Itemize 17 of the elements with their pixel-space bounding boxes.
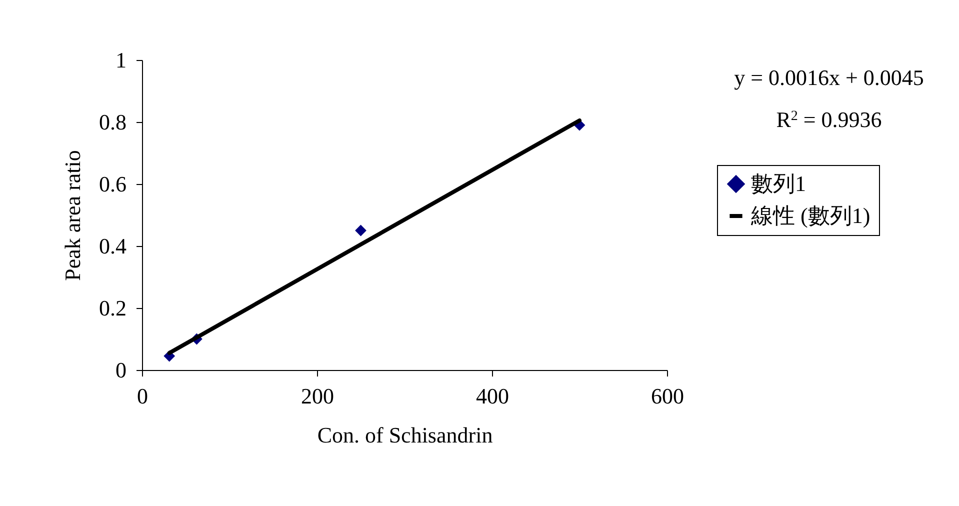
text: R$^{2}$ = 0.9936 [776, 107, 882, 132]
y-tick-label: 0.6 [99, 172, 126, 196]
y-tick-label: 0 [116, 358, 126, 382]
point [355, 224, 366, 236]
y-tick-label: 0.8 [99, 110, 126, 134]
x-tick-label: 400 [476, 384, 509, 408]
x-tick-label: 0 [137, 384, 148, 408]
y-axis-title: Peak area ratio [60, 150, 85, 281]
text: y = 0.0016x + 0.0045 [734, 65, 924, 90]
x-axis-title: Con. of Schisandrin [317, 422, 493, 448]
legend-label: 數列1 [751, 171, 806, 196]
y-tick-label: 1 [116, 48, 126, 72]
y-tick-label: 0.2 [99, 296, 126, 320]
x-tick-label: 200 [301, 384, 334, 408]
y-tick-label: 0.4 [99, 234, 126, 258]
legend-label: 線性 (數列1) [750, 203, 870, 228]
x-tick-label: 600 [651, 384, 684, 408]
